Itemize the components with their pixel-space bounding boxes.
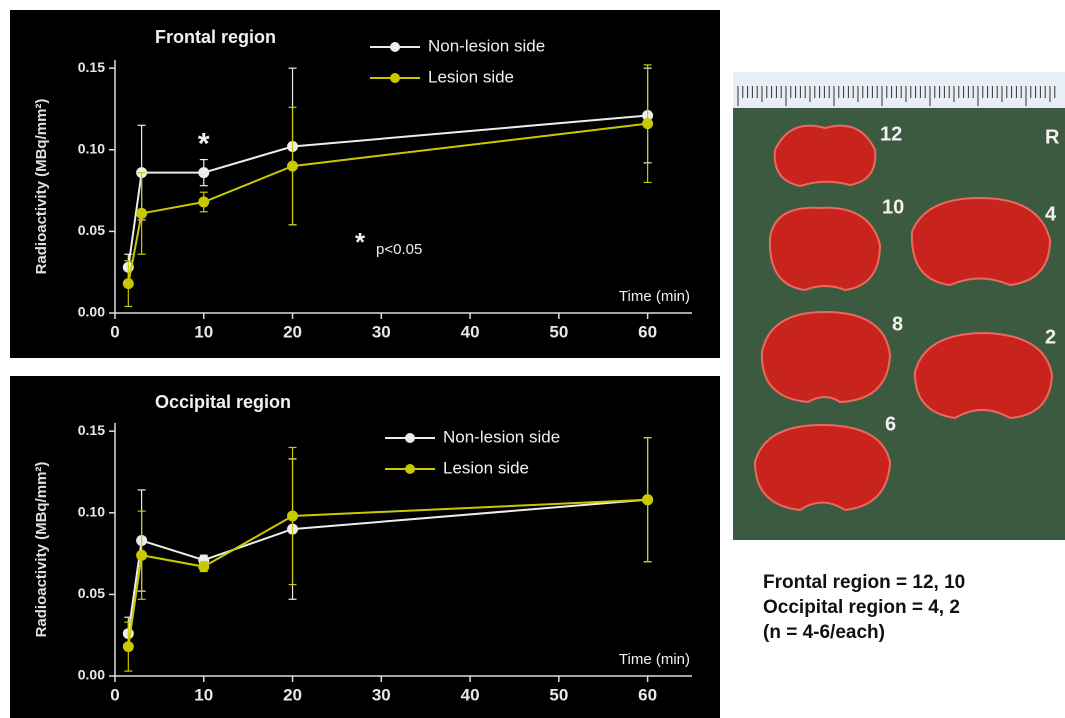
- data-point: [287, 161, 298, 172]
- data-point: [642, 118, 653, 129]
- x-tick-label: 50: [549, 322, 568, 341]
- legend-label: Non-lesion side: [428, 36, 545, 55]
- photo-label: 12: [880, 123, 902, 145]
- significance-note: p<0.05: [376, 241, 422, 258]
- legend-marker: [405, 464, 415, 474]
- x-tick-label: 60: [638, 685, 657, 704]
- photo-label: 2: [1045, 326, 1056, 348]
- y-axis-label: Radioactivity (MBq/mm²): [33, 462, 50, 638]
- photo-label: 10: [882, 196, 904, 218]
- x-tick-label: 10: [194, 685, 213, 704]
- data-point: [198, 167, 209, 178]
- x-axis-label: Time (min): [619, 651, 690, 668]
- x-tick-label: 30: [372, 322, 391, 341]
- y-tick-label: 0.00: [78, 667, 105, 683]
- significance-note-marker: *: [355, 227, 366, 257]
- x-tick-label: 40: [461, 685, 480, 704]
- caption-line: Occipital region = 4, 2: [763, 597, 960, 618]
- x-tick-label: 20: [283, 685, 302, 704]
- legend-marker: [390, 42, 400, 52]
- y-tick-label: 0.00: [78, 304, 105, 320]
- y-tick-label: 0.10: [78, 140, 105, 156]
- x-tick-label: 0: [110, 685, 119, 704]
- legend-marker: [390, 73, 400, 83]
- data-point: [287, 511, 298, 522]
- caption-line: Frontal region = 12, 10: [763, 572, 965, 593]
- panel-frontal: [10, 10, 720, 358]
- y-axis-label: Radioactivity (MBq/mm²): [33, 99, 50, 275]
- x-tick-label: 10: [194, 322, 213, 341]
- y-tick-label: 0.05: [78, 585, 105, 601]
- caption-line: (n = 4-6/each): [763, 622, 885, 643]
- x-tick-label: 0: [110, 322, 119, 341]
- data-point: [642, 494, 653, 505]
- y-tick-label: 0.05: [78, 222, 105, 238]
- x-tick-label: 40: [461, 322, 480, 341]
- chart-title: Frontal region: [155, 27, 276, 47]
- photo-label: 4: [1045, 203, 1057, 225]
- x-tick-label: 50: [549, 685, 568, 704]
- legend-label: Lesion side: [428, 67, 514, 86]
- data-point: [136, 208, 147, 219]
- panel-occipital: [10, 376, 720, 718]
- data-point: [123, 278, 134, 289]
- y-tick-label: 0.15: [78, 59, 105, 75]
- photo-label: R: [1045, 126, 1060, 148]
- data-point: [198, 561, 209, 572]
- data-point: [136, 550, 147, 561]
- slice: [762, 312, 890, 402]
- legend-label: Lesion side: [443, 458, 529, 477]
- x-axis-label: Time (min): [619, 288, 690, 305]
- x-tick-label: 20: [283, 322, 302, 341]
- photo: 12 R 10 4 8 2 6: [733, 72, 1065, 540]
- slice: [770, 208, 880, 290]
- slice: [755, 425, 890, 510]
- photo-label: 6: [885, 413, 896, 435]
- data-point: [123, 641, 134, 652]
- photo-label: 8: [892, 313, 903, 335]
- y-tick-label: 0.10: [78, 503, 105, 519]
- data-point: [198, 197, 209, 208]
- chart-title: Occipital region: [155, 392, 291, 412]
- significance-marker: *: [198, 128, 210, 161]
- figure: 12 R 10 4 8 2 6 Frontal region = 12, 10 Occipit…: [0, 0, 1065, 718]
- slice: [912, 198, 1050, 285]
- ruler: [733, 72, 1065, 108]
- slice: [775, 126, 876, 186]
- legend-marker: [405, 433, 415, 443]
- x-tick-label: 30: [372, 685, 391, 704]
- legend-label: Non-lesion side: [443, 427, 560, 446]
- slice: [915, 333, 1052, 418]
- y-tick-label: 0.15: [78, 422, 105, 438]
- x-tick-label: 60: [638, 322, 657, 341]
